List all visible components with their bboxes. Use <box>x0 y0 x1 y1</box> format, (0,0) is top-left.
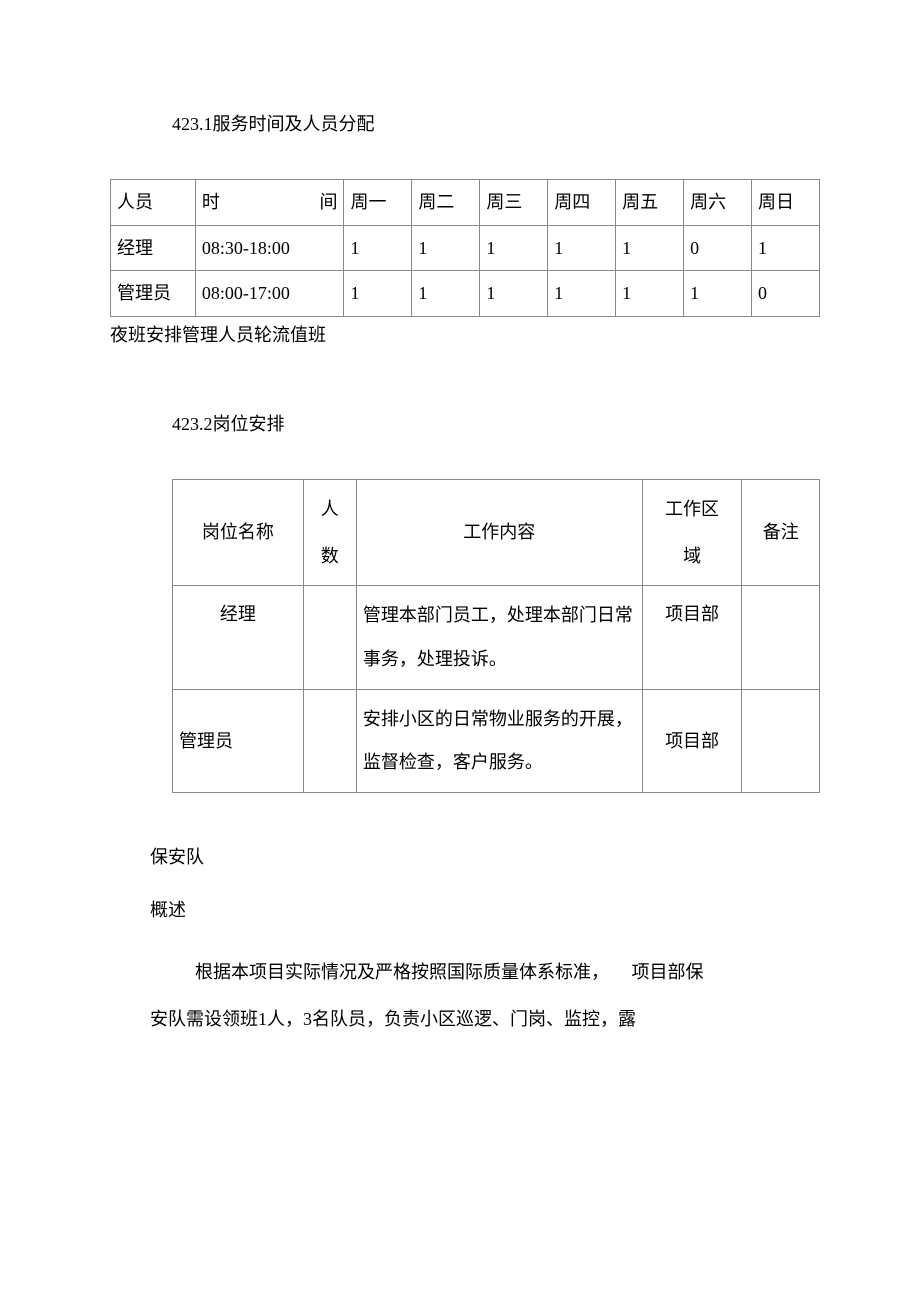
para1-seg-a: 根据本项目实际情况及严格按照国际质量体系标准， <box>195 962 609 982</box>
cell-d5: 1 <box>616 271 684 317</box>
table-header-row: 人员 时 间 周一 周二 周三 周四 周五 周六 周日 <box>111 179 820 225</box>
cell-person: 管理员 <box>111 271 196 317</box>
th-time-left: 时 <box>202 188 220 217</box>
table-row: 管理员 安排小区的日常物业服务的开展，监督检查，客户服务。 项目部 <box>173 689 820 792</box>
cell-d3: 1 <box>480 271 548 317</box>
th-d3: 周三 <box>480 179 548 225</box>
th-count-l1: 人 <box>321 499 339 519</box>
th-count-l2: 数 <box>321 546 339 566</box>
table-row: 经理 08:30-18:00 1 1 1 1 1 0 1 <box>111 225 820 271</box>
th-remark: 备注 <box>742 479 820 586</box>
cell-d1: 1 <box>344 225 412 271</box>
schedule-table: 人员 时 间 周一 周二 周三 周四 周五 周六 周日 经理 08:30-18:… <box>110 179 820 317</box>
section-heading-4231: 423.1服务时间及人员分配 <box>172 110 820 139</box>
cell-d5: 1 <box>616 225 684 271</box>
cell-d2: 1 <box>412 225 480 271</box>
position-table: 岗位名称 人 数 工作内容 工作区 域 备注 经理 管理本部门员工，处理本部门日… <box>172 479 820 793</box>
cell-d4: 1 <box>548 271 616 317</box>
th-d2: 周二 <box>412 179 480 225</box>
cell-d3: 1 <box>480 225 548 271</box>
body-paragraph: 根据本项目实际情况及严格按照国际质量体系标准， 项目部保 安队需设领班1人，3名… <box>150 949 820 1043</box>
th-d6: 周六 <box>684 179 752 225</box>
th-time-right: 间 <box>319 188 337 217</box>
th-d7: 周日 <box>752 179 820 225</box>
security-team-title: 保安队 <box>150 843 820 872</box>
cell-position: 经理 <box>173 586 304 689</box>
table-header-row: 岗位名称 人 数 工作内容 工作区 域 备注 <box>173 479 820 586</box>
th-area-l1: 工作区 <box>665 499 719 519</box>
th-person: 人员 <box>111 179 196 225</box>
cell-d6: 0 <box>684 225 752 271</box>
th-content: 工作内容 <box>356 479 642 586</box>
cell-d1: 1 <box>344 271 412 317</box>
cell-area: 项目部 <box>642 586 742 689</box>
cell-d2: 1 <box>412 271 480 317</box>
cell-content: 安排小区的日常物业服务的开展，监督检查，客户服务。 <box>356 689 642 792</box>
th-position: 岗位名称 <box>173 479 304 586</box>
cell-time: 08:30-18:00 <box>195 225 344 271</box>
th-area: 工作区 域 <box>642 479 742 586</box>
cell-d7: 0 <box>752 271 820 317</box>
th-d4: 周四 <box>548 179 616 225</box>
cell-time: 08:00-17:00 <box>195 271 344 317</box>
table-row: 经理 管理本部门员工，处理本部门日常事务，处理投诉。 项目部 <box>173 586 820 689</box>
cell-d4: 1 <box>548 225 616 271</box>
para2: 安队需设领班1人，3名队员，负责小区巡逻、门岗、监控，露 <box>150 996 820 1043</box>
table-row: 管理员 08:00-17:00 1 1 1 1 1 1 0 <box>111 271 820 317</box>
cell-d7: 1 <box>752 225 820 271</box>
cell-count <box>303 586 356 689</box>
cell-position: 管理员 <box>173 689 304 792</box>
th-area-l2: 域 <box>683 546 701 566</box>
cell-remark <box>742 689 820 792</box>
cell-area: 项目部 <box>642 689 742 792</box>
cell-d6: 1 <box>684 271 752 317</box>
th-d5: 周五 <box>616 179 684 225</box>
th-d1: 周一 <box>344 179 412 225</box>
overview-title: 概述 <box>150 896 820 925</box>
th-time: 时 间 <box>195 179 344 225</box>
night-shift-note: 夜班安排管理人员轮流值班 <box>110 321 820 350</box>
section-heading-4232: 423.2岗位安排 <box>172 410 820 439</box>
th-count: 人 数 <box>303 479 356 586</box>
cell-person: 经理 <box>111 225 196 271</box>
cell-content: 管理本部门员工，处理本部门日常事务，处理投诉。 <box>356 586 642 689</box>
cell-remark <box>742 586 820 689</box>
para1-seg-b: 项目部保 <box>632 962 704 982</box>
cell-count <box>303 689 356 792</box>
